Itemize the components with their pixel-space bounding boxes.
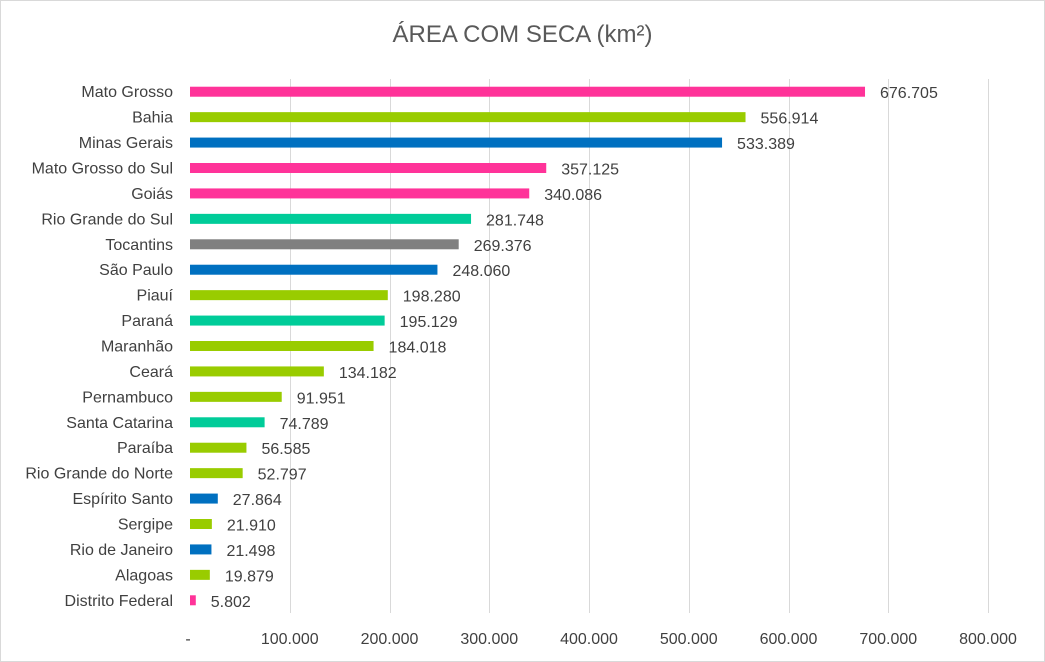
category-label-17: Sergipe: [118, 517, 173, 534]
x-tick-label-2: 200.000: [361, 631, 419, 648]
category-label-13: Santa Catarina: [66, 415, 173, 432]
category-label-7: São Paulo: [99, 262, 173, 279]
category-label-4: Goiás: [131, 186, 173, 203]
value-label-1: 556.914: [761, 111, 819, 128]
value-label-10: 184.018: [389, 340, 447, 357]
bar-10: [190, 341, 374, 351]
value-label-20: 5.802: [211, 594, 251, 611]
category-label-8: Piauí: [137, 288, 174, 305]
value-label-6: 269.376: [474, 238, 532, 255]
value-label-4: 340.086: [544, 187, 602, 204]
bar-11: [190, 366, 324, 377]
category-label-19: Alagoas: [115, 567, 173, 584]
bar-4: [190, 188, 530, 199]
category-label-9: Paraná: [121, 313, 173, 330]
value-label-18: 21.498: [226, 543, 275, 560]
bar-8: [190, 290, 388, 301]
category-label-15: Rio Grande do Norte: [25, 466, 173, 483]
category-label-16: Espírito Santo: [73, 491, 174, 508]
category-label-2: Minas Gerais: [79, 135, 173, 152]
category-label-10: Maranhão: [101, 339, 173, 356]
x-tick-label-0: -: [185, 631, 190, 648]
bar-1: [190, 112, 746, 123]
category-label-14: Paraíba: [117, 440, 173, 457]
value-label-14: 56.585: [261, 441, 310, 458]
bar-20: [190, 595, 196, 606]
value-label-5: 281.748: [486, 212, 544, 229]
category-label-1: Bahia: [132, 110, 173, 127]
bar-18: [190, 544, 212, 555]
bar-19: [190, 569, 210, 580]
value-label-0: 676.705: [880, 85, 938, 102]
bar-3: [190, 163, 547, 173]
category-label-3: Mato Grosso do Sul: [32, 161, 173, 178]
x-tick-label-3: 300.000: [460, 631, 518, 648]
value-label-15: 52.797: [258, 467, 307, 484]
category-label-12: Pernambuco: [82, 389, 173, 406]
bar-7: [190, 264, 438, 275]
bar-9: [190, 315, 385, 326]
bar-15: [190, 468, 243, 479]
bar-5: [190, 213, 472, 224]
value-label-13: 74.789: [280, 416, 329, 433]
category-label-6: Tocantins: [105, 237, 173, 254]
category-label-11: Ceará: [129, 364, 173, 381]
x-tick-label-4: 400.000: [560, 631, 618, 648]
bar-16: [190, 493, 218, 504]
value-label-17: 21.910: [227, 518, 276, 535]
value-label-3: 357.125: [561, 162, 619, 179]
value-label-16: 27.864: [233, 492, 282, 509]
x-tick-label-1: 100.000: [261, 631, 319, 648]
bar-13: [190, 417, 265, 428]
bar-6: [190, 239, 459, 250]
bar-0: [190, 86, 866, 97]
x-tick-label-6: 600.000: [760, 631, 818, 648]
value-label-11: 134.182: [339, 365, 397, 382]
bar-12: [190, 391, 282, 402]
chart-title: ÁREA COM SECA (km²): [392, 21, 653, 48]
x-tick-label-5: 500.000: [660, 631, 718, 648]
value-label-12: 91.951: [297, 390, 346, 407]
category-label-0: Mato Grosso: [81, 84, 173, 101]
category-label-5: Rio Grande do Sul: [41, 211, 173, 228]
bar-2: [190, 137, 723, 148]
category-label-18: Rio de Janeiro: [70, 542, 173, 559]
value-label-19: 19.879: [225, 568, 274, 585]
value-label-7: 248.060: [452, 263, 510, 280]
x-tick-label-7: 700.000: [859, 631, 917, 648]
bar-17: [190, 519, 212, 529]
bar-14: [190, 442, 247, 453]
category-label-20: Distrito Federal: [65, 593, 173, 610]
value-label-2: 533.389: [737, 136, 795, 153]
x-tick-label-8: 800.000: [959, 631, 1017, 648]
value-label-8: 198.280: [403, 289, 461, 306]
value-label-9: 195.129: [400, 314, 458, 331]
